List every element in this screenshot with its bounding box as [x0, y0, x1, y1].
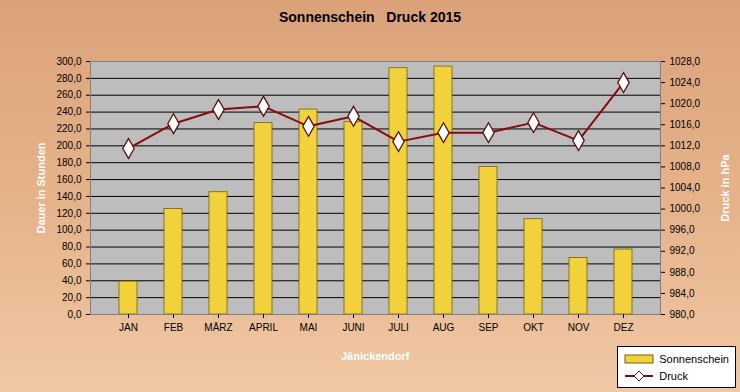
svg-text:AUG: AUG	[433, 322, 455, 333]
svg-text:988,0: 988,0	[670, 267, 695, 278]
svg-text:260,0: 260,0	[56, 89, 81, 100]
svg-text:40,0: 40,0	[62, 275, 82, 286]
svg-text:20,0: 20,0	[62, 292, 82, 303]
svg-text:NOV: NOV	[568, 322, 590, 333]
svg-text:DEZ: DEZ	[614, 322, 634, 333]
svg-text:0,0: 0,0	[68, 309, 82, 320]
svg-text:984,0: 984,0	[670, 288, 695, 299]
svg-text:FEB: FEB	[164, 322, 184, 333]
svg-text:1020,0: 1020,0	[670, 98, 701, 109]
svg-text:MÄRZ: MÄRZ	[204, 322, 232, 333]
svg-text:1012,0: 1012,0	[670, 140, 701, 151]
svg-text:SEP: SEP	[478, 322, 498, 333]
html-text:Sonnenschein: Sonnenschein	[659, 352, 729, 365]
svg-text:240,0: 240,0	[56, 106, 81, 117]
svg-text:200,0: 200,0	[56, 140, 81, 151]
svg-text:JUNI: JUNI	[342, 322, 364, 333]
svg-text:1004,0: 1004,0	[670, 182, 701, 193]
svg-text:MAI: MAI	[300, 322, 318, 333]
html-text:Sonnenschein Druck 2015: Sonnenschein Druck 2015	[279, 9, 461, 25]
svg-text:220,0: 220,0	[56, 123, 81, 134]
svg-text:OKT: OKT	[523, 322, 544, 333]
svg-text:JULI: JULI	[388, 322, 409, 333]
svg-text:1000,0: 1000,0	[670, 203, 701, 214]
html-text:Dauer in Stunden: Dauer in Stunden	[34, 142, 46, 233]
svg-text:980,0: 980,0	[670, 309, 695, 320]
svg-text:180,0: 180,0	[56, 157, 81, 168]
svg-text:JAN: JAN	[119, 322, 138, 333]
svg-text:120,0: 120,0	[56, 208, 81, 219]
html-text:Druck: Druck	[659, 369, 688, 382]
svg-text:160,0: 160,0	[56, 174, 81, 185]
svg-text:280,0: 280,0	[56, 73, 81, 84]
svg-text:60,0: 60,0	[62, 258, 82, 269]
html-text:Jänickendorf: Jänickendorf	[341, 350, 410, 362]
svg-text:140,0: 140,0	[56, 191, 81, 202]
svg-text:100,0: 100,0	[56, 224, 81, 235]
svg-text:996,0: 996,0	[670, 224, 695, 235]
svg-text:1016,0: 1016,0	[670, 119, 701, 130]
svg-text:APRIL: APRIL	[249, 322, 278, 333]
svg-text:1008,0: 1008,0	[670, 161, 701, 172]
svg-text:992,0: 992,0	[670, 245, 695, 256]
svg-text:1024,0: 1024,0	[670, 77, 701, 88]
svg-text:1028,0: 1028,0	[670, 56, 701, 67]
html-text:Druck in hPa: Druck in hPa	[718, 153, 731, 222]
svg-text:80,0: 80,0	[62, 241, 82, 252]
svg-text:300,0: 300,0	[56, 56, 81, 67]
